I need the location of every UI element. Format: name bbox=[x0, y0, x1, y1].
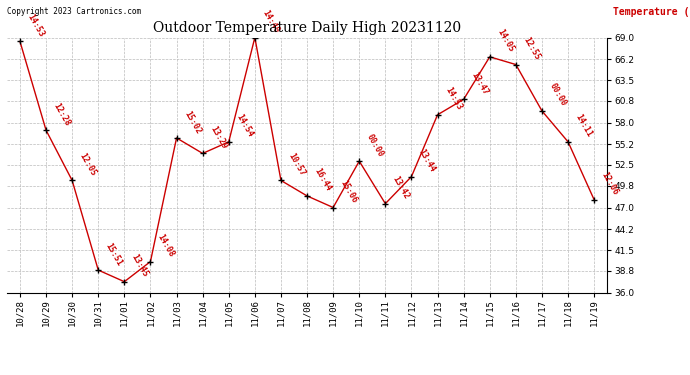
Text: 13:42: 13:42 bbox=[391, 175, 411, 201]
Text: 15:02: 15:02 bbox=[182, 109, 202, 135]
Text: 13:45: 13:45 bbox=[130, 253, 150, 279]
Text: 14:11: 14:11 bbox=[573, 113, 594, 139]
Text: 14:05: 14:05 bbox=[495, 28, 515, 54]
Text: 14:54: 14:54 bbox=[235, 113, 255, 139]
Text: Temperature (°F): Temperature (°F) bbox=[613, 7, 690, 17]
Text: 14:08: 14:08 bbox=[156, 232, 177, 259]
Text: 16:44: 16:44 bbox=[313, 167, 333, 193]
Text: 15:06: 15:06 bbox=[339, 178, 359, 205]
Text: 00:00: 00:00 bbox=[547, 82, 568, 108]
Text: 12:06: 12:06 bbox=[600, 171, 620, 197]
Text: 12:28: 12:28 bbox=[52, 101, 72, 128]
Text: 00:00: 00:00 bbox=[365, 132, 385, 158]
Text: 13:44: 13:44 bbox=[417, 148, 437, 174]
Text: 12:05: 12:05 bbox=[78, 152, 98, 178]
Text: 12:55: 12:55 bbox=[522, 36, 542, 62]
Text: 13:47: 13:47 bbox=[469, 70, 489, 96]
Text: Copyright 2023 Cartronics.com: Copyright 2023 Cartronics.com bbox=[7, 7, 141, 16]
Text: 10:57: 10:57 bbox=[286, 152, 307, 178]
Text: 15:51: 15:51 bbox=[104, 241, 124, 267]
Text: 14:53: 14:53 bbox=[443, 86, 464, 112]
Text: 14:40: 14:40 bbox=[260, 9, 281, 35]
Title: Outdoor Temperature Daily High 20231120: Outdoor Temperature Daily High 20231120 bbox=[153, 21, 461, 35]
Text: 13:29: 13:29 bbox=[208, 124, 228, 151]
Text: 14:53: 14:53 bbox=[26, 12, 46, 39]
